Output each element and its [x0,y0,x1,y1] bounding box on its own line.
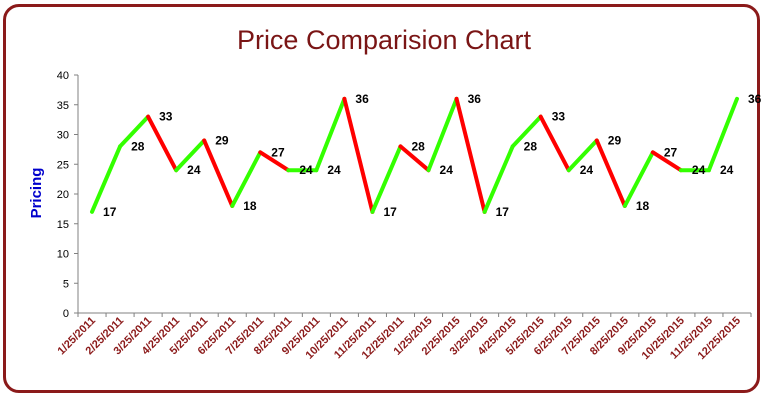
data-labels: 17 28 33 24 29 18 27 24 24 36 17 28 24 36 17 28 33 24 29 18… [103,92,762,219]
data-label: 24 [720,163,734,177]
line-segment [510,114,543,149]
data-label: 24 [327,163,341,177]
y-axis-label: Pricing [28,168,45,219]
chart-title: Price Comparision Chart [237,25,532,55]
data-label: 36 [468,92,482,106]
line-segment [174,138,207,173]
line-segment [370,144,403,214]
line-segment [202,138,235,208]
data-label: 36 [748,92,762,106]
data-label: 28 [411,139,425,153]
data-label: 33 [552,110,566,124]
line-segment [426,96,459,173]
data-label: 17 [383,205,397,219]
data-label: 27 [664,145,678,159]
y-tick-label: 15 [57,219,69,231]
chart-frame [3,4,760,393]
data-label: 29 [215,133,229,147]
data-label: 18 [636,199,650,213]
data-label: 17 [103,205,117,219]
data-label: 24 [299,163,313,177]
line-segment [706,96,739,173]
line-segment [454,96,487,214]
data-label: 17 [496,205,510,219]
y-tick-label: 20 [57,189,69,201]
data-label: 27 [271,145,285,159]
data-label: 24 [580,163,594,177]
line-segment [146,114,179,173]
line-segment [398,144,431,173]
line-segment [118,114,151,149]
line-segment [566,138,599,173]
line-segment [230,150,263,208]
data-label: 36 [355,92,369,106]
data-label: 24 [692,163,706,177]
x-ticks: 1/25/20112/25/20113/25/20114/25/20115/25… [55,313,752,362]
line-segment [538,114,571,173]
line-segment [314,96,347,173]
line-segment [258,150,291,173]
data-label: 18 [243,199,257,213]
y-tick-label: 0 [63,308,69,320]
y-tick-label: 5 [63,278,69,290]
y-tick-label: 35 [57,100,69,112]
data-label: 28 [524,139,538,153]
line-segment [622,150,655,208]
line-segment [90,144,123,214]
y-tick-label: 25 [57,159,69,171]
price-line [90,96,739,214]
line-segment [482,144,515,214]
y-ticks: 0 5 10 15 20 25 30 35 40 [57,70,78,320]
data-label: 24 [187,163,201,177]
data-label: 29 [608,133,622,147]
line-segment [650,150,683,173]
line-segment [594,138,627,208]
data-label: 28 [131,139,145,153]
y-tick-label: 40 [57,70,69,82]
y-tick-label: 30 [57,130,69,142]
line-segment [342,96,375,214]
data-label: 24 [440,163,454,177]
y-tick-label: 10 [57,249,69,261]
data-label: 33 [159,110,173,124]
